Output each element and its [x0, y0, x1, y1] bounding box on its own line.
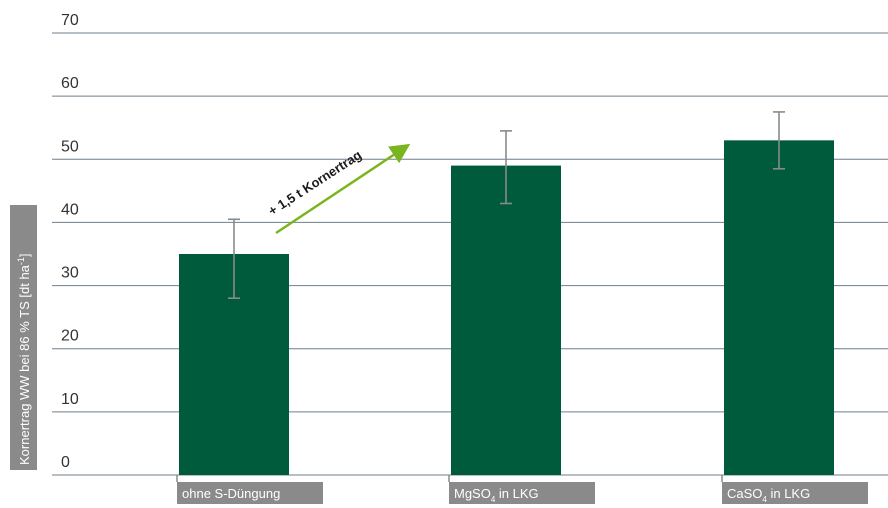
y-tick-label: 70 — [61, 12, 79, 29]
bar — [451, 165, 561, 475]
y-tick-label: 40 — [61, 201, 79, 218]
y-tick-label: 50 — [61, 138, 79, 155]
y-tick-label: 10 — [61, 391, 79, 408]
error-bar — [228, 218, 240, 300]
bars — [179, 140, 834, 476]
category-label: ohne S-Düngung — [182, 486, 280, 501]
category-label-background — [177, 482, 323, 504]
bar — [724, 140, 834, 476]
x-axis-labels: ohne S-Düngung MgSO4 in LKG CaSO4 in LKG — [176, 475, 868, 504]
y-tick-label: 30 — [61, 265, 79, 282]
error-bars — [228, 111, 785, 300]
category-label: MgSO4 in LKG — [454, 486, 539, 504]
category-label: CaSO4 in LKG — [727, 486, 810, 504]
increase-arrow — [275, 143, 411, 235]
y-axis-label: Kornertrag WW bei 86 % TS [dt ha-1] — [16, 253, 32, 465]
y-axis-label-background — [10, 205, 37, 470]
y-tick-label: 20 — [61, 328, 79, 345]
error-bar — [773, 111, 785, 170]
y-tick-label: 0 — [61, 454, 70, 471]
category-label-background — [449, 482, 595, 504]
error-bar — [500, 130, 512, 205]
y-tick-label: 60 — [61, 75, 79, 92]
category-label-background — [722, 482, 868, 504]
